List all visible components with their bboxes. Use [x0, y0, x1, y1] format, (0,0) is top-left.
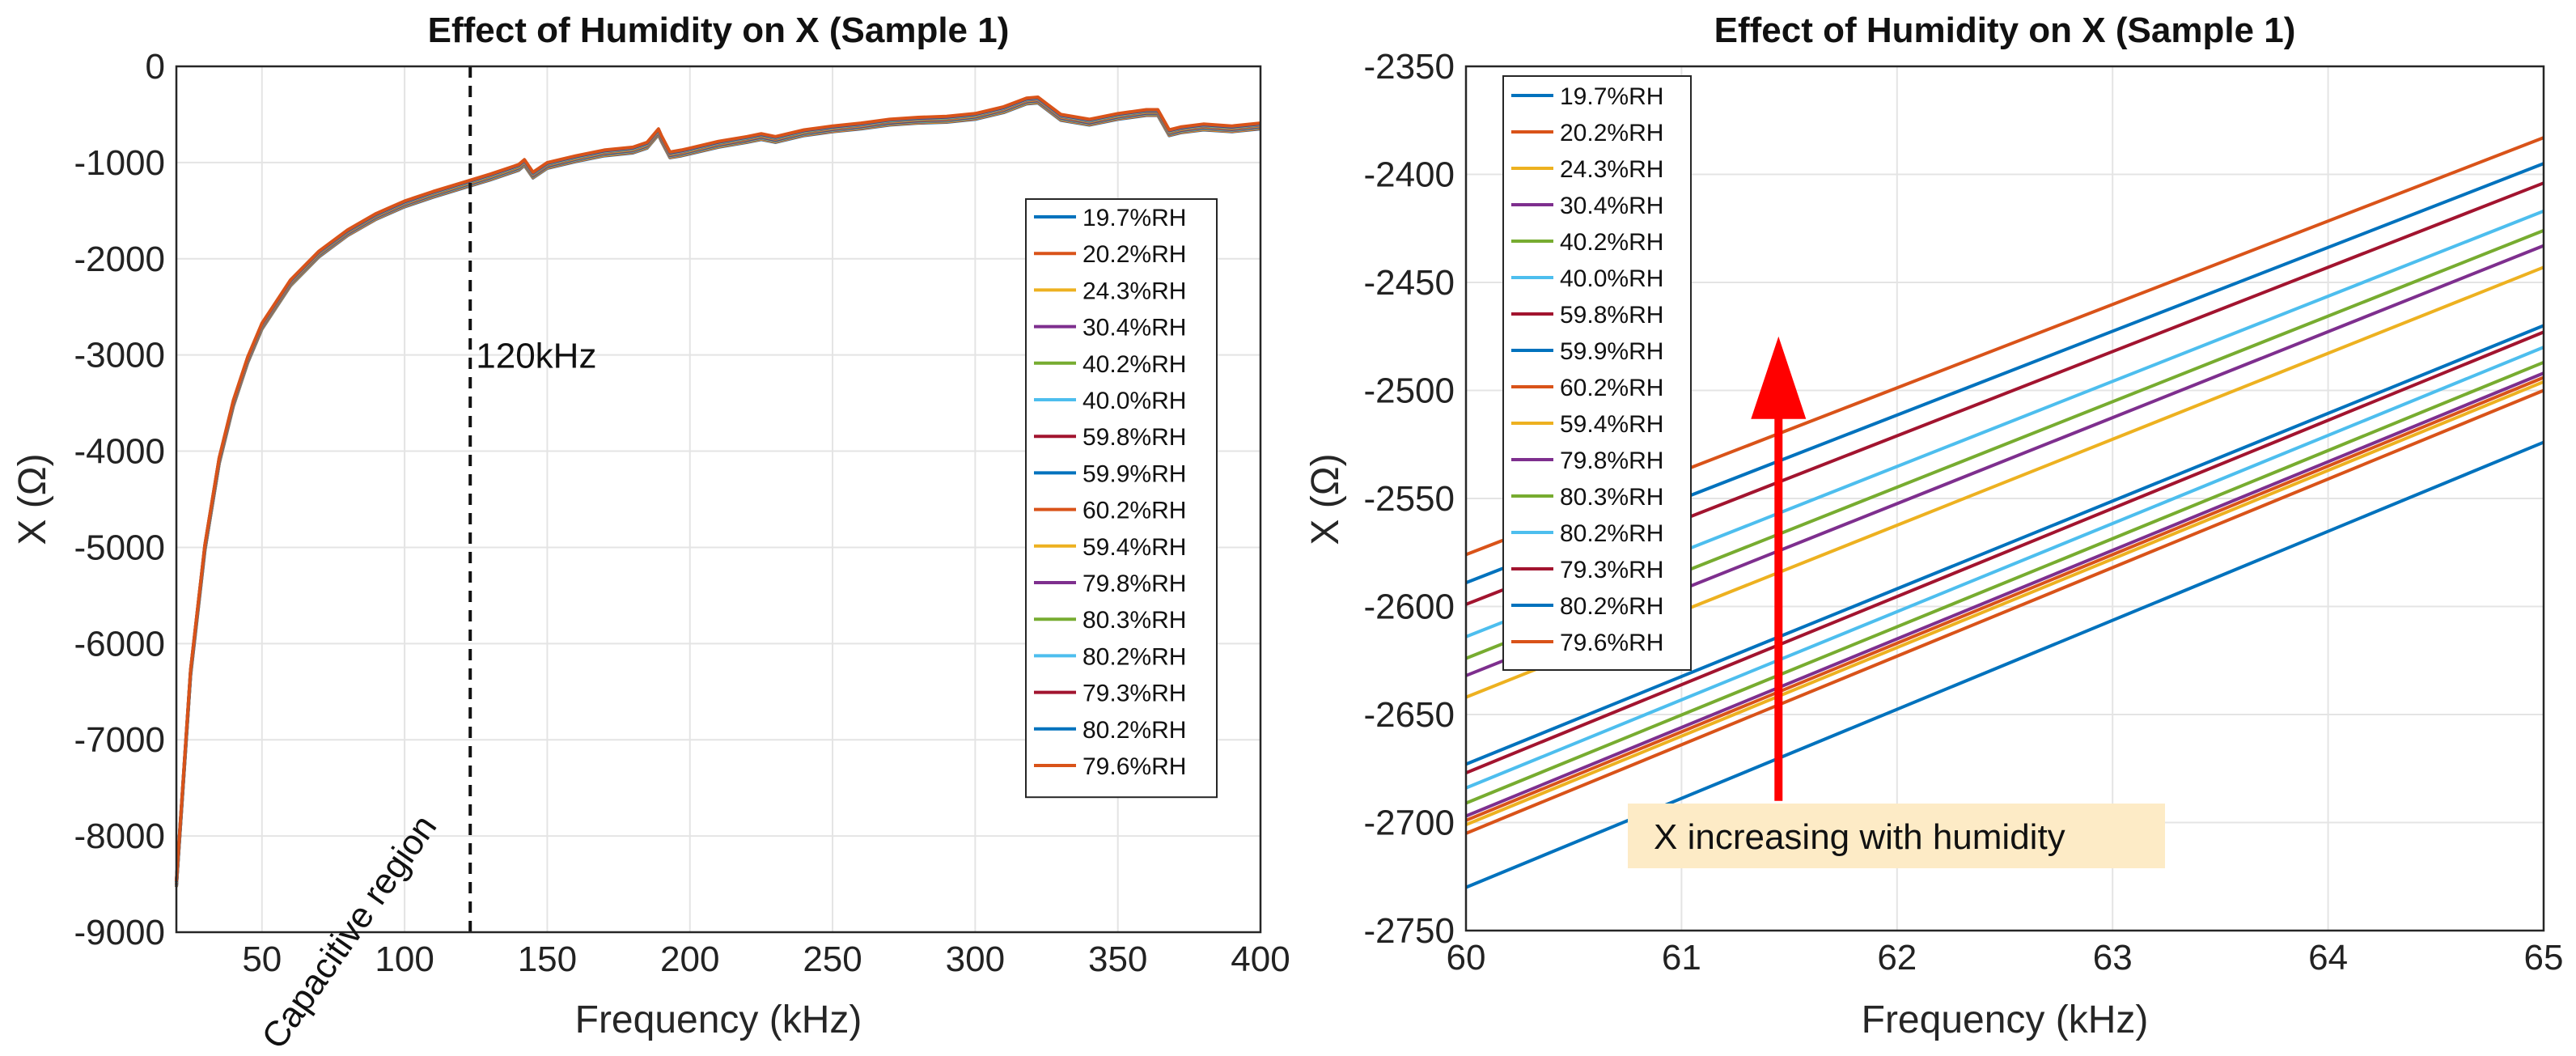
legend-entry: 59.8%RH — [1083, 424, 1186, 451]
plot-frame — [1464, 65, 2545, 932]
x-axis-label: Frequency (kHz) — [575, 999, 862, 1041]
y-tick-label: -2600 — [1363, 587, 1455, 627]
y-tick-label: 0 — [146, 47, 165, 87]
x-tick-label: 64 — [2308, 938, 2348, 978]
legend-entry: 60.2%RH — [1083, 498, 1186, 524]
legend-entry: 80.2%RH — [1560, 520, 1663, 547]
legend-entry: 80.2%RH — [1083, 717, 1186, 744]
frequency-annotation: 120kHz — [476, 337, 596, 376]
y-tick-label: -2650 — [1363, 695, 1455, 735]
legend-entry: 80.2%RH — [1560, 593, 1663, 620]
x-tick-label: 61 — [1662, 938, 1701, 978]
legend-entry: 24.3%RH — [1560, 156, 1663, 183]
legend-entry: 59.8%RH — [1560, 302, 1663, 329]
legend-box — [1502, 75, 1692, 671]
y-tick-label: -7000 — [74, 720, 165, 760]
series-line — [1465, 371, 2544, 818]
legend-entry: 19.7%RH — [1083, 205, 1186, 231]
legend-entry: 79.3%RH — [1083, 681, 1186, 707]
x-tick-label: 62 — [1877, 938, 1917, 978]
legend-entry: 79.8%RH — [1083, 570, 1186, 597]
x-tick-label: 150 — [518, 939, 577, 979]
chart-title: Effect of Humidity on X (Sample 1) — [428, 11, 1010, 50]
legend-entry: 59.9%RH — [1560, 338, 1663, 365]
series-line — [1465, 388, 2544, 835]
legend-entry: 30.4%RH — [1083, 315, 1186, 341]
legend-entry: 24.3%RH — [1083, 278, 1186, 304]
y-tick-label: -9000 — [74, 913, 165, 952]
y-tick-label: -8000 — [74, 816, 165, 856]
x-axis-label: Frequency (kHz) — [1862, 999, 2149, 1041]
series-line — [175, 95, 1261, 882]
y-tick-label: -4000 — [74, 432, 165, 472]
x-tick-label: 63 — [2093, 938, 2133, 978]
y-axis-label: X (Ω) — [1304, 453, 1347, 545]
chart-humidity-zoom: Effect of Humidity on X (Sample 1) 60 61 6… — [1304, 11, 2563, 1041]
legend-entry: 59.4%RH — [1083, 534, 1186, 561]
y-tick-label: -6000 — [74, 624, 165, 664]
chart-frequency-sweep: Effect of Humidity on X (Sample 1) 50 100… — [11, 11, 1290, 1056]
legend-entry: 79.3%RH — [1560, 557, 1663, 583]
legend-entry: 30.4%RH — [1560, 193, 1663, 219]
legend-entry: 59.4%RH — [1560, 411, 1663, 438]
y-tick-label: -2450 — [1363, 263, 1455, 303]
legend-box — [1025, 198, 1218, 799]
legend-entry: 40.2%RH — [1560, 229, 1663, 256]
series-line — [1465, 324, 2544, 766]
series-line — [1465, 346, 2544, 790]
legend-entry: 40.0%RH — [1560, 265, 1663, 292]
series-group — [175, 95, 1261, 888]
chart-title: Effect of Humidity on X (Sample 1) — [1714, 11, 2296, 50]
legend: 19.7%RH 20.2%RH 24.3%RH 30.4%RH 40.2%RH 40.0%… — [1502, 75, 1692, 671]
y-tick-label: -3000 — [74, 336, 165, 375]
legend-entry: 79.6%RH — [1560, 630, 1663, 656]
x-tick-label: 300 — [946, 939, 1005, 979]
x-tick-label: 50 — [242, 939, 282, 979]
y-tick-label: -2500 — [1363, 371, 1455, 411]
y-tick-label: -2700 — [1363, 804, 1455, 843]
legend-entry: 40.0%RH — [1083, 388, 1186, 414]
y-tick-label: -2000 — [74, 240, 165, 279]
series-line — [1465, 360, 2544, 805]
y-tick-label: -2750 — [1363, 911, 1455, 951]
y-tick-label: -5000 — [74, 528, 165, 567]
y-axis-label: X (Ω) — [11, 453, 54, 545]
humidity-arrow-head — [1751, 336, 1807, 419]
x-tick-label: 250 — [803, 939, 862, 979]
legend-entry: 40.2%RH — [1083, 351, 1186, 378]
humidity-trend-annotation: X increasing with humidity — [1654, 817, 2065, 857]
legend: 19.7%RH 20.2%RH 24.3%RH 30.4%RH 40.2%RH 40.0%… — [1025, 198, 1218, 799]
series-line — [1465, 330, 2544, 774]
legend-entry: 80.3%RH — [1560, 484, 1663, 511]
series-line — [1465, 380, 2544, 827]
legend-entry: 20.2%RH — [1560, 120, 1663, 146]
series-line — [1465, 375, 2544, 822]
legend-entry: 80.3%RH — [1083, 607, 1186, 634]
legend-entry: 79.6%RH — [1083, 753, 1186, 780]
legend-entry: 59.9%RH — [1083, 460, 1186, 487]
legend-entry: 20.2%RH — [1083, 241, 1186, 268]
plot-frame — [175, 65, 1262, 934]
y-tick-label: -2400 — [1363, 155, 1455, 195]
legend-entry: 60.2%RH — [1560, 375, 1663, 401]
x-tick-label: 350 — [1088, 939, 1147, 979]
y-tick-label: -2550 — [1363, 479, 1455, 519]
x-tick-label: 60 — [1447, 938, 1486, 978]
legend-entry: 80.2%RH — [1083, 643, 1186, 670]
y-tick-label: -2350 — [1363, 47, 1455, 87]
legend-entry: 79.8%RH — [1560, 447, 1663, 474]
legend-entry: 19.7%RH — [1560, 83, 1663, 110]
x-tick-label: 100 — [375, 939, 434, 979]
annotation-box — [1628, 804, 2165, 868]
x-tick-label: 65 — [2524, 938, 2564, 978]
y-tick-label: -1000 — [74, 143, 165, 183]
x-tick-label: 400 — [1231, 939, 1290, 979]
x-tick-label: 200 — [660, 939, 719, 979]
